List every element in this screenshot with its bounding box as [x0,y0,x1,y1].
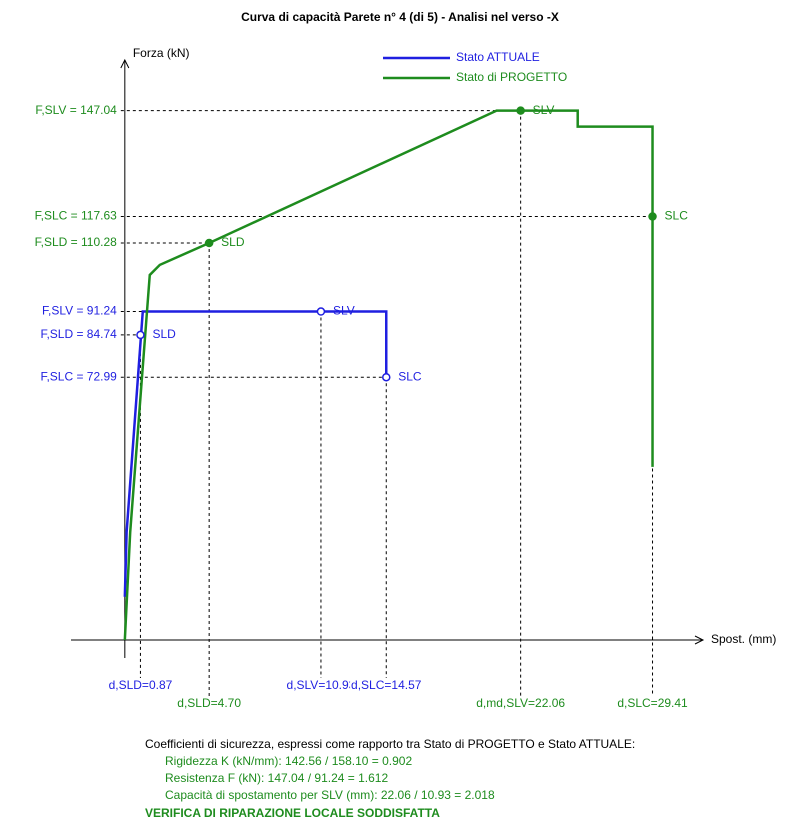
marker-label: SLC [665,209,689,223]
x-guide-label: d,SLC=14.57 [351,678,422,692]
marker-label: SLV [533,103,555,117]
series-line [123,109,654,641]
marker-label: SLV [333,304,355,318]
label-background [350,678,423,693]
y-guide-label: F,SLV = 147.04 [35,103,117,117]
x-axis-arrow [694,635,705,645]
label-background [616,696,690,711]
marker [316,307,326,316]
footer-verdict: VERIFICA DI RIPARAZIONE LOCALE SODDISFAT… [145,806,440,820]
footer-line: Resistenza F (kN): 147.04 / 91.24 = 1.61… [165,771,388,785]
footer-line: Capacità di spostamento per SLV (mm): 22… [165,788,495,802]
label-background [285,678,357,693]
marker [204,238,214,248]
chart-title: Curva di capacità Parete n° 4 (di 5) - A… [241,10,559,24]
marker-label: SLC [398,369,422,383]
label-background [475,696,567,711]
legend-label: Stato di PROGETTO [456,70,567,84]
x-axis-label: Spost. (mm) [711,632,776,646]
label-background [107,678,174,693]
series-line [123,310,388,597]
marker [648,212,657,221]
x-guide-label: d,md,SLV=22.06 [476,696,565,710]
y-guide-label: F,SLV = 91.24 [42,304,117,318]
marker-label: SLD [221,235,245,249]
x-guide-label: d,SLD=0.87 [109,678,173,692]
x-guide-label: d,SLD=4.70 [177,696,241,710]
y-guide-label: F,SLC = 72.99 [40,369,117,383]
y-guide-label: F,SLD = 84.74 [40,327,117,341]
marker [382,372,391,382]
marker [516,106,525,115]
footer-intro: Coefficienti di sicurezza, espressi come… [145,737,635,751]
x-guide-label: d,SLC=29.41 [617,696,688,710]
y-axis-arrow [120,58,130,69]
marker-label: SLD [152,327,176,341]
footer-line: Rigidezza K (kN/mm): 142.56 / 158.10 = 0… [165,754,412,768]
y-axis-label: Forza (kN) [133,46,190,60]
y-guide-label: F,SLD = 110.28 [35,235,117,249]
y-guide-label: F,SLC = 117.63 [35,209,117,223]
legend-label: Stato ATTUALE [456,50,540,64]
marker [136,330,145,340]
label-background [176,696,243,711]
x-guide-label: d,SLV=10.93 [287,678,356,692]
